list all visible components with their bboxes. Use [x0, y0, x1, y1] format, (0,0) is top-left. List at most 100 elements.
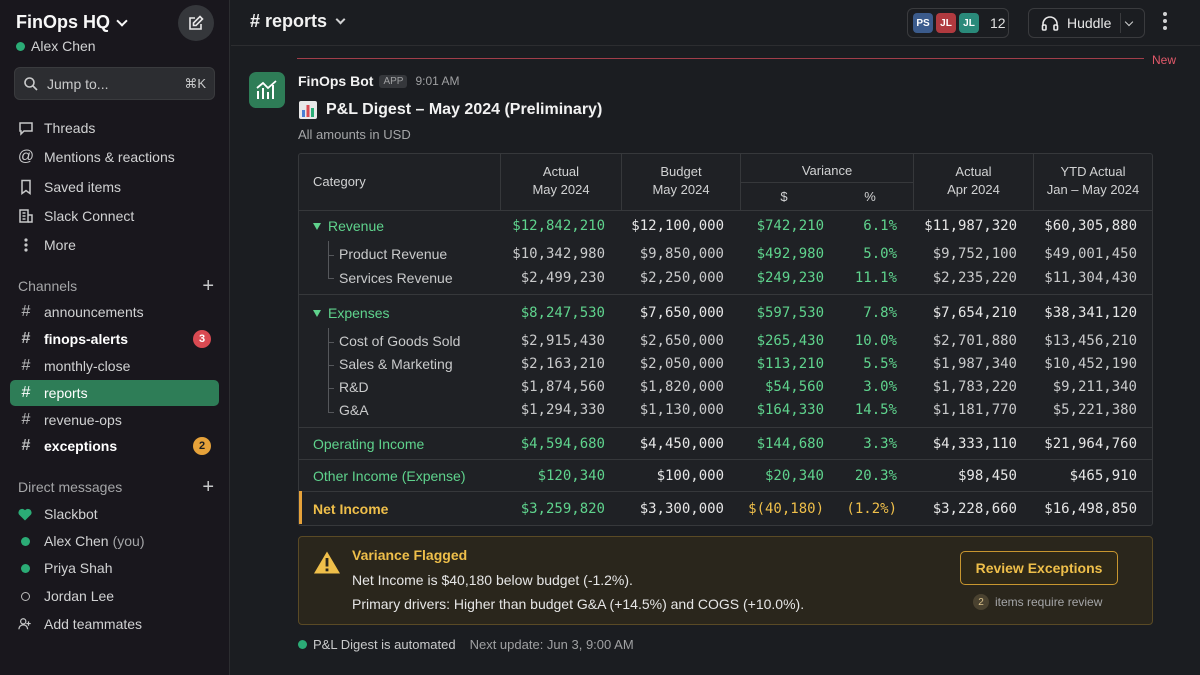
channel-header: # reports PS JL JL 12 Huddle [231, 0, 1200, 46]
members-button[interactable]: PS JL JL 12 [907, 8, 1009, 38]
cell-variance-dollar: $113,210 [756, 356, 824, 372]
chevron-down-icon [116, 14, 128, 27]
channel-name: revenue-ops [44, 412, 122, 428]
row-label[interactable]: Expenses [313, 305, 389, 321]
at-sign-icon: @ [17, 148, 35, 165]
cell-budget: $1,820,000 [639, 379, 724, 395]
hash-icon: # [21, 384, 31, 401]
row-label: Sales & Marketing [339, 356, 453, 372]
channels-section-header[interactable]: Channels + [18, 276, 214, 296]
cell-ytd: $60,305,880 [1044, 218, 1137, 234]
sender-name[interactable]: FinOps Bot [298, 73, 374, 89]
collapse-triangle-icon[interactable] [313, 309, 321, 317]
add-teammates[interactable]: Add teammates [18, 613, 142, 635]
cell-actual-apr: $1,181,770 [932, 402, 1017, 418]
nav-threads[interactable]: Threads [18, 117, 95, 139]
current-user-status[interactable]: Alex Chen [16, 38, 96, 54]
cell-variance-dollar: $(40,180) [748, 501, 824, 517]
header-actual-apr: Actual Apr 2024 [947, 164, 1000, 197]
chevron-down-icon[interactable] [1124, 17, 1134, 27]
row-label: Other Income (Expense) [313, 468, 466, 484]
channels-heading: Channels [18, 278, 78, 294]
cell-ytd: $49,001,450 [1044, 246, 1137, 262]
workspace-name: FinOps HQ [16, 12, 110, 32]
avatar: JL [936, 13, 956, 33]
new-messages-divider [297, 58, 1144, 59]
dm-jordan-lee[interactable]: Jordan Lee [18, 585, 114, 607]
dms-section-header[interactable]: Direct messages + [18, 477, 214, 497]
nav-more[interactable]: More [18, 234, 76, 256]
cell-variance-dollar: $144,680 [756, 436, 824, 452]
header-variance-dollar: $ [780, 189, 788, 204]
cell-variance-dollar: $742,210 [756, 218, 824, 234]
cell-actual: $12,842,210 [512, 218, 605, 234]
jump-to-placeholder: Jump to... [47, 75, 109, 92]
cell-actual-apr: $11,987,320 [924, 218, 1017, 234]
cell-variance-pct: 6.1% [863, 218, 897, 234]
channel-monthly-close[interactable]: # monthly-close [10, 353, 219, 379]
dm-priya-shah[interactable]: Priya Shah [18, 557, 112, 579]
new-messages-label: New [1152, 53, 1177, 67]
alert-line-1: Net Income is $40,180 below budget (-1.2… [352, 572, 633, 588]
cell-variance-dollar: $597,530 [756, 305, 824, 321]
cell-variance-dollar: $265,430 [756, 333, 824, 349]
cell-variance-pct: 10.0% [854, 333, 897, 349]
nav-threads-label: Threads [44, 120, 96, 136]
cell-budget: $12,100,000 [631, 218, 724, 234]
huddle-label: Huddle [1067, 15, 1112, 31]
cell-budget: $1,130,000 [639, 402, 724, 418]
online-status-icon [18, 536, 32, 546]
dm-alex-chen[interactable]: Alex Chen (you) [18, 530, 145, 552]
review-note-text: items require review [995, 595, 1103, 609]
unread-badge: 2 [193, 437, 211, 455]
collapse-triangle-icon[interactable] [313, 222, 321, 230]
hash-icon: # [21, 437, 31, 454]
channel-name: announcements [44, 304, 144, 320]
bar-chart-icon [299, 101, 317, 119]
hash-icon: # [21, 411, 31, 428]
nav-saved[interactable]: Saved items [18, 176, 121, 198]
cell-variance-pct: 7.8% [863, 305, 897, 321]
cell-variance-pct: 11.1% [854, 270, 897, 286]
cell-actual-apr: $98,450 [957, 468, 1017, 484]
nav-slack-connect[interactable]: Slack Connect [18, 205, 134, 227]
dm-name: Alex Chen [44, 533, 109, 549]
cell-actual: $8,247,530 [520, 305, 605, 321]
digest-title: P&L Digest – May 2024 (Preliminary) [298, 100, 602, 120]
review-exceptions-button[interactable]: Review Exceptions [960, 551, 1118, 585]
bot-avatar[interactable] [249, 72, 285, 108]
cell-variance-dollar: $20,340 [764, 468, 824, 484]
cell-ytd: $5,221,380 [1052, 402, 1137, 418]
channel-finops-alerts[interactable]: # finops-alerts 3 [10, 326, 219, 352]
dm-slackbot[interactable]: Slackbot [18, 503, 98, 525]
nav-mentions[interactable]: @ Mentions & reactions [18, 146, 175, 168]
cell-actual: $2,163,210 [520, 356, 605, 372]
dm-name: Slackbot [44, 506, 98, 522]
jump-to-search[interactable]: Jump to... ⌘K [14, 67, 215, 100]
compose-button[interactable] [178, 5, 214, 41]
add-channel-icon[interactable]: + [202, 275, 214, 297]
workspace-switcher[interactable]: FinOps HQ [16, 12, 128, 33]
channel-announcements[interactable]: # announcements [10, 299, 219, 325]
chart-icon [256, 80, 277, 99]
message-time[interactable]: 9:01 AM [415, 74, 460, 88]
channel-exceptions[interactable]: # exceptions 2 [10, 433, 219, 459]
add-dm-icon[interactable]: + [202, 476, 214, 498]
cell-actual-apr: $7,654,210 [932, 305, 1017, 321]
row-label[interactable]: Revenue [313, 218, 384, 234]
compose-icon [189, 15, 204, 30]
channel-revenue-ops[interactable]: # revenue-ops [10, 407, 219, 433]
channel-title-button[interactable]: # reports [250, 11, 346, 32]
cell-variance-pct: 5.5% [863, 356, 897, 372]
cell-ytd: $13,456,210 [1044, 333, 1137, 349]
huddle-button[interactable]: Huddle [1028, 8, 1145, 38]
alert-line-2: Primary drivers: Higher than budget G&A … [352, 596, 805, 612]
cell-actual: $3,259,820 [520, 501, 605, 517]
cell-actual: $1,294,330 [520, 402, 605, 418]
row-label: G&A [339, 402, 369, 418]
building-icon [18, 208, 34, 224]
cell-budget: $100,000 [656, 468, 724, 484]
channel-reports[interactable]: # reports [10, 380, 219, 406]
cell-budget: $7,650,000 [639, 305, 724, 321]
more-options-icon[interactable] [1163, 12, 1167, 30]
